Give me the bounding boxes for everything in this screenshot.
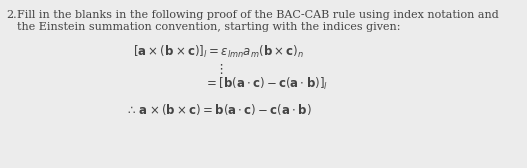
Text: $\therefore\, \mathbf{a} \times (\mathbf{b} \times \mathbf{c}) = \mathbf{b}(\mat: $\therefore\, \mathbf{a} \times (\mathbf… bbox=[125, 102, 312, 117]
Text: the Einstein summation convention, starting with the indices given:: the Einstein summation convention, start… bbox=[17, 22, 400, 32]
Text: Fill in the blanks in the following proof of the BAC-CAB rule using index notati: Fill in the blanks in the following proo… bbox=[17, 10, 499, 20]
Text: $= [\mathbf{b}(\mathbf{a} \cdot \mathbf{c}) - \mathbf{c}(\mathbf{a} \cdot \mathb: $= [\mathbf{b}(\mathbf{a} \cdot \mathbf{… bbox=[204, 76, 328, 92]
Text: $[\mathbf{a} \times (\mathbf{b} \times \mathbf{c})]_l = \epsilon_{lmn} a_m (\mat: $[\mathbf{a} \times (\mathbf{b} \times \… bbox=[133, 44, 304, 60]
Text: 2.: 2. bbox=[6, 10, 16, 20]
Text: $\vdots$: $\vdots$ bbox=[214, 62, 223, 76]
